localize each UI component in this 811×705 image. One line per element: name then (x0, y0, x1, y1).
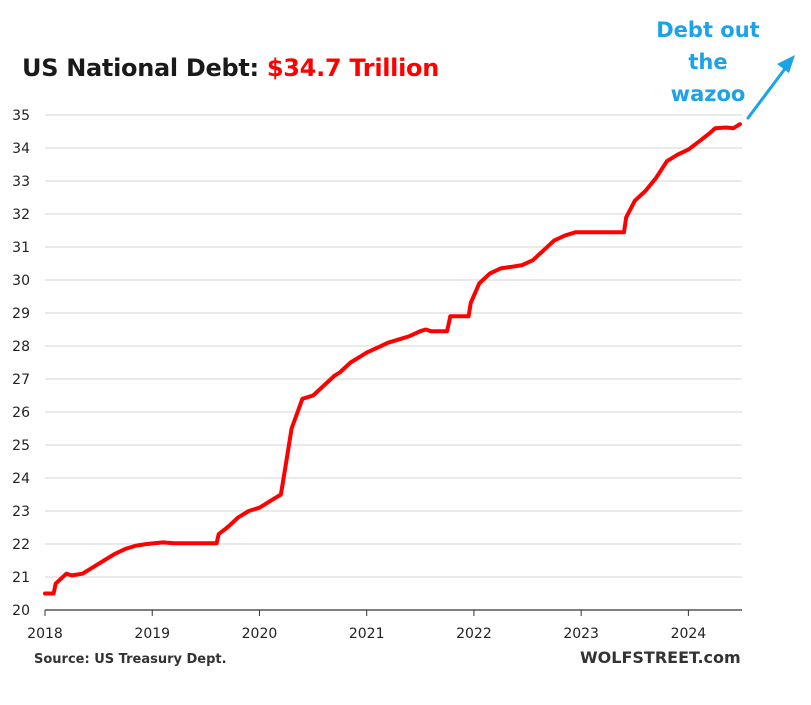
source-note: Source: US Treasury Dept. (34, 652, 227, 667)
y-tick-label: 28 (12, 339, 30, 355)
annotation-arrow-head (777, 55, 795, 73)
chart-title: US National Debt: $34.7 Trillion (22, 54, 439, 82)
series-line-national-debt (43, 122, 742, 596)
chart-title-highlight: $34.7 Trillion (266, 54, 439, 82)
x-tick-label: 2019 (134, 626, 170, 642)
chart-annotation: Debt out the wazoo (656, 18, 760, 106)
x-tick-label: 2022 (456, 626, 492, 642)
chart-title-text: US National Debt: (22, 54, 259, 82)
y-tick-label: 31 (12, 240, 30, 256)
y-tick-label: 25 (12, 438, 30, 454)
y-tick-label: 30 (12, 273, 30, 289)
x-tick-label: 2023 (563, 626, 599, 642)
y-tick-label: 26 (12, 405, 30, 421)
x-tick-label: 2020 (242, 626, 278, 642)
y-tick-label: 34 (12, 141, 30, 157)
y-tick-label: 20 (12, 603, 30, 619)
y-tick-label: 29 (12, 306, 30, 322)
y-tick-label: 23 (12, 504, 30, 520)
y-tick-label: 22 (12, 537, 30, 553)
x-tick-label: 2021 (349, 626, 385, 642)
y-tick-label: 27 (12, 372, 30, 388)
annotation-arrow-line (746, 60, 792, 120)
y-tick-label: 32 (12, 207, 30, 223)
y-tick-label: 21 (12, 570, 30, 586)
chart-credit: WOLFSTREET.com (580, 648, 741, 667)
x-tick-label: 2024 (671, 626, 707, 642)
y-tick-label: 35 (12, 108, 30, 124)
y-tick-label: 24 (12, 471, 30, 487)
y-tick-label: 33 (12, 174, 30, 190)
x-tick-label: 2018 (27, 626, 63, 642)
